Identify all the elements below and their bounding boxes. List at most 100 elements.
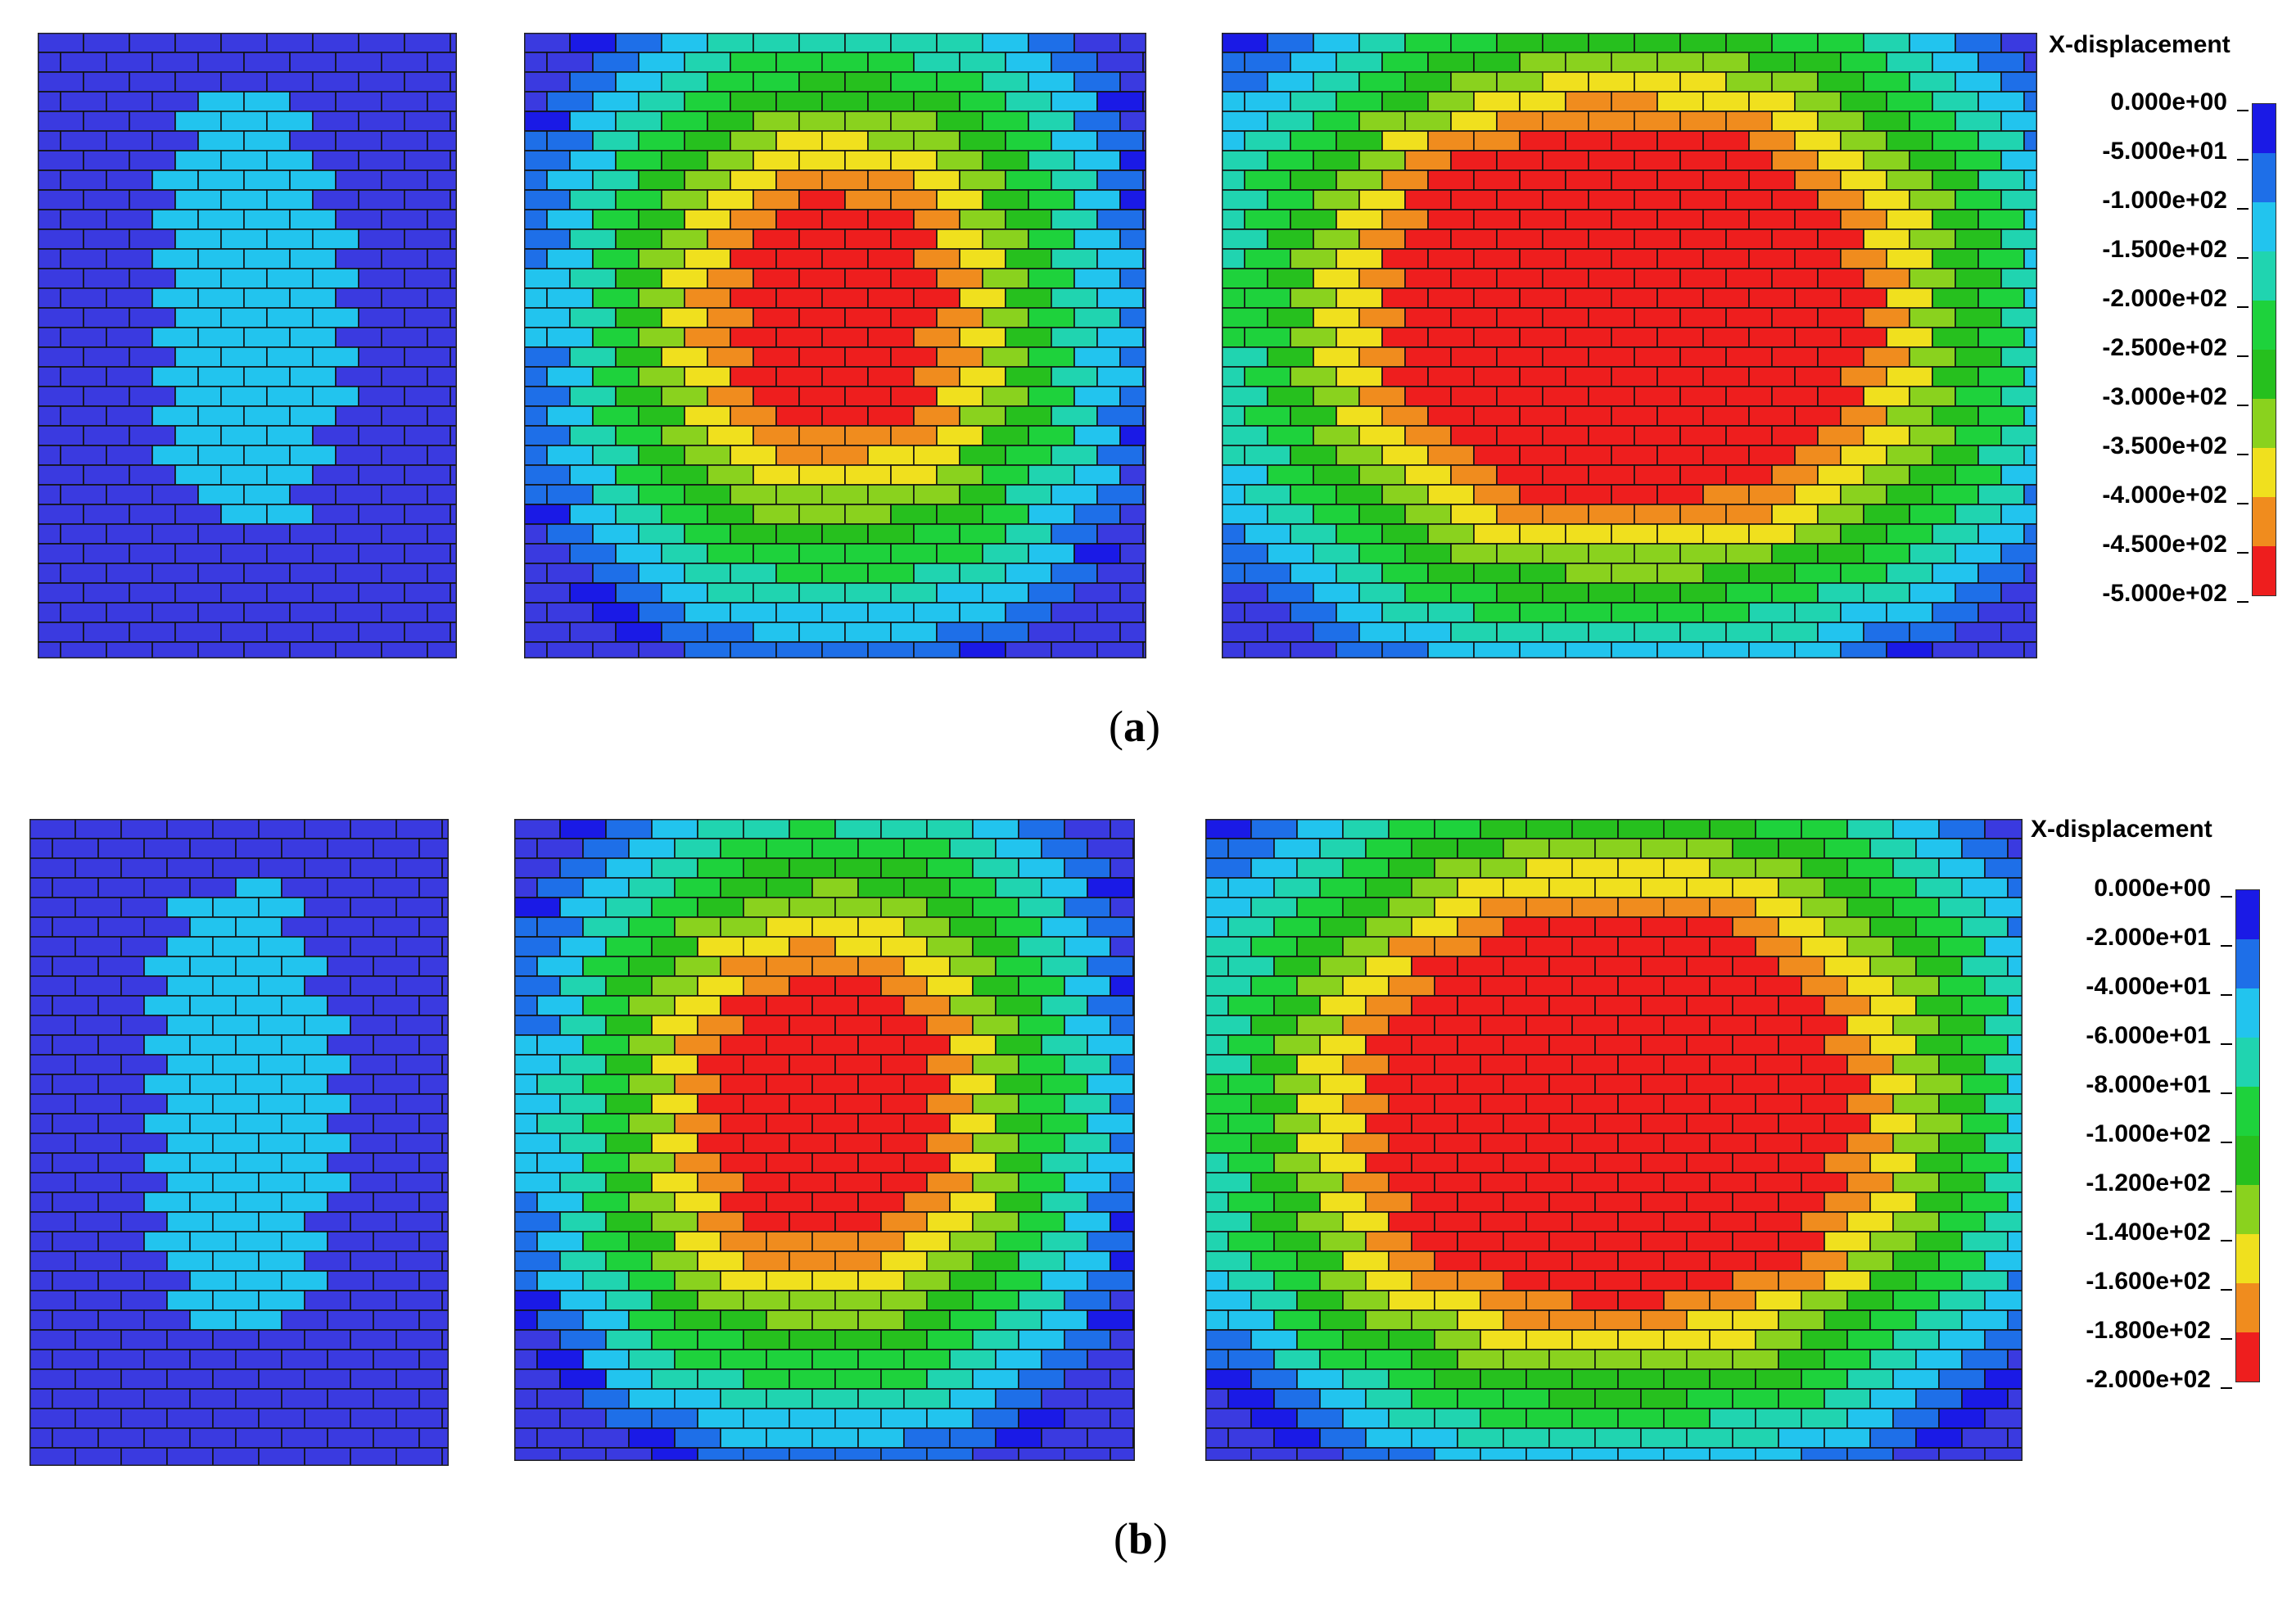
brick xyxy=(1205,1192,1229,1213)
brick xyxy=(1686,1034,1733,1056)
brick xyxy=(97,1270,145,1291)
brick xyxy=(1336,209,1383,230)
brick xyxy=(959,563,1006,584)
brick xyxy=(1319,956,1367,977)
brick xyxy=(1663,857,1711,879)
brick xyxy=(1250,1368,1298,1390)
brick xyxy=(730,170,777,191)
brick xyxy=(1846,819,1894,839)
brick xyxy=(1110,1290,1135,1311)
brick xyxy=(1977,563,2025,584)
brick xyxy=(1365,1231,1412,1252)
brick xyxy=(1617,857,1665,879)
brick xyxy=(1222,209,1245,230)
brick xyxy=(350,819,397,839)
brick xyxy=(1955,150,2002,171)
brick xyxy=(1840,445,1887,466)
brick xyxy=(569,307,617,328)
brick xyxy=(1051,52,1098,73)
brick xyxy=(1119,622,1146,643)
brick xyxy=(1358,268,1406,289)
brick xyxy=(1588,346,1635,368)
brick xyxy=(789,1368,836,1390)
brick xyxy=(174,189,222,210)
brick xyxy=(1244,405,1291,427)
legend-tick xyxy=(2237,257,2249,259)
brick xyxy=(766,1152,813,1174)
brick xyxy=(514,1231,538,1252)
brick xyxy=(1313,622,1360,643)
brick xyxy=(720,1309,767,1331)
brick xyxy=(857,1231,905,1252)
legend-b-title: X-displacement xyxy=(2031,816,2212,843)
brick xyxy=(1709,857,1756,879)
brick xyxy=(811,916,859,938)
brick xyxy=(730,602,777,623)
brick xyxy=(1365,1388,1412,1409)
brick xyxy=(514,897,561,918)
brick xyxy=(1892,936,1940,957)
brick xyxy=(913,641,960,658)
brick xyxy=(197,563,245,584)
brick xyxy=(628,916,676,938)
brick xyxy=(628,877,676,898)
brick xyxy=(1869,1388,1917,1409)
brick xyxy=(1028,228,1075,250)
brick xyxy=(730,445,777,466)
brick xyxy=(1480,1290,1527,1311)
brick xyxy=(1018,1368,1065,1390)
brick xyxy=(60,445,107,466)
brick xyxy=(880,1408,928,1429)
brick xyxy=(60,484,107,505)
brick xyxy=(674,1388,721,1409)
brick xyxy=(1319,1388,1367,1409)
brick xyxy=(638,170,685,191)
brick xyxy=(1656,602,1704,623)
brick xyxy=(1411,1231,1458,1252)
brick xyxy=(753,189,800,210)
brick xyxy=(1594,1388,1642,1409)
brick xyxy=(1840,91,1887,112)
brick xyxy=(524,91,548,112)
brick xyxy=(1709,1133,1756,1154)
brick xyxy=(880,1329,928,1350)
brick xyxy=(1542,346,1589,368)
brick xyxy=(1388,1290,1435,1311)
brick xyxy=(106,641,153,658)
brick xyxy=(1817,268,1864,289)
brick xyxy=(559,936,607,957)
brick xyxy=(1748,602,1796,623)
brick xyxy=(1915,1388,1963,1409)
brick xyxy=(628,1231,676,1252)
brick xyxy=(289,445,337,466)
brick xyxy=(1503,1113,1550,1134)
brick xyxy=(174,425,222,446)
brick xyxy=(936,33,983,53)
brick xyxy=(605,1133,653,1154)
brick xyxy=(524,287,548,309)
brick xyxy=(327,1349,374,1370)
brick xyxy=(83,111,130,132)
brick xyxy=(1018,1133,1065,1154)
brick xyxy=(1869,1113,1917,1134)
brick xyxy=(592,602,640,623)
brick xyxy=(1863,582,1910,604)
brick xyxy=(766,1034,813,1056)
brick xyxy=(106,602,153,623)
brick xyxy=(312,543,359,564)
brick xyxy=(1892,819,1940,839)
brick xyxy=(674,1231,721,1252)
brick xyxy=(129,33,176,53)
brick xyxy=(97,1349,145,1370)
brick xyxy=(684,523,731,545)
brick xyxy=(281,956,328,977)
brick xyxy=(766,956,813,977)
brick xyxy=(212,1172,260,1193)
brick xyxy=(720,1074,767,1095)
brick xyxy=(1250,1015,1298,1036)
brick xyxy=(1565,52,1612,73)
brick xyxy=(1702,366,1750,387)
brick xyxy=(1319,1427,1367,1449)
brick xyxy=(129,150,176,171)
brick xyxy=(1824,1231,1871,1252)
